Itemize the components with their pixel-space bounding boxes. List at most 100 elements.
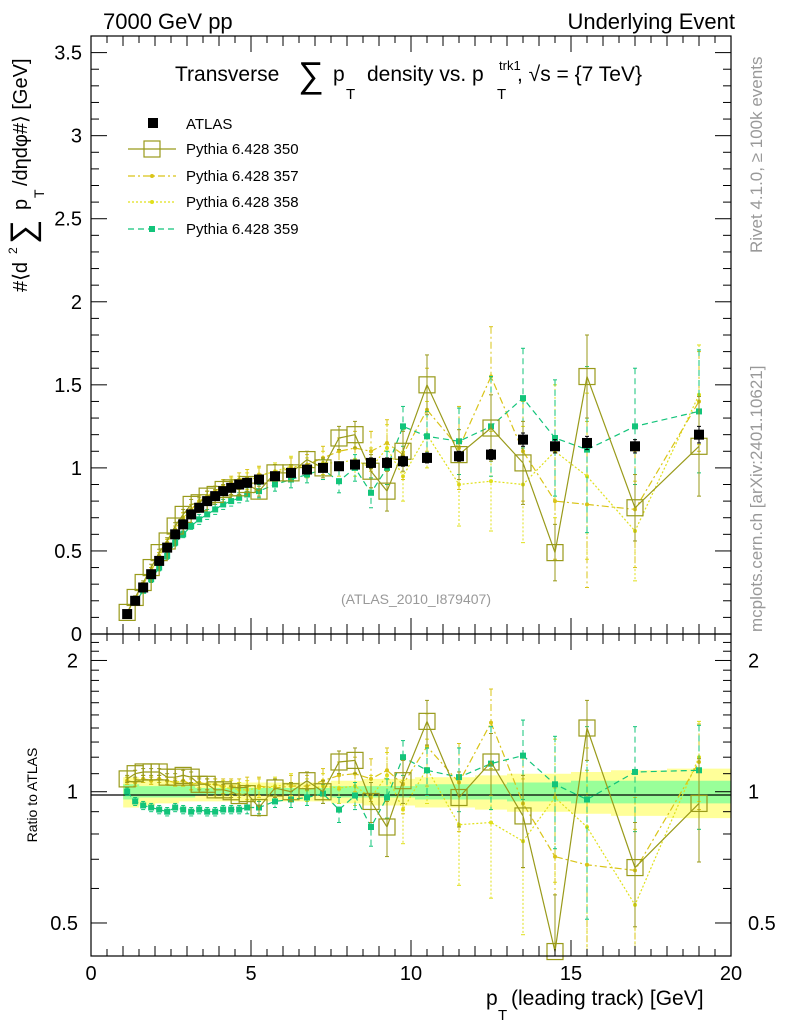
ratio-line-p359 xyxy=(126,754,700,829)
ratio-point-p359 xyxy=(124,788,131,795)
ratio-point-p359 xyxy=(220,806,227,813)
main-point-atlas xyxy=(286,467,296,478)
ratio-line-p357 xyxy=(127,721,700,872)
main-point-p358 xyxy=(385,445,389,450)
main-point-p350 xyxy=(378,482,396,500)
main-point-p350 xyxy=(418,376,436,394)
ylabel-post: /dηdφ#⟩ [GeV] xyxy=(10,58,32,186)
ratio-point-p359 xyxy=(212,808,219,815)
main-point-atlas xyxy=(186,509,197,520)
ratio-point-p359 xyxy=(400,754,406,761)
main-point-atlas xyxy=(226,482,237,493)
main-y-tick-label: 2 xyxy=(71,292,82,314)
title-post: , √s = {7 TeV} xyxy=(517,63,642,86)
ylabel-two: 2 xyxy=(6,247,20,254)
ratio-point-p350 xyxy=(450,788,468,807)
ratio-point-p359 xyxy=(188,808,195,815)
ratio-point-p350 xyxy=(346,751,364,769)
main-point-p359 xyxy=(236,494,243,501)
ratio-point-p350 xyxy=(482,753,500,771)
main-point-atlas xyxy=(138,582,149,593)
ratio-point-p359 xyxy=(520,752,526,759)
main-point-atlas xyxy=(550,441,560,452)
main-point-p358 xyxy=(585,474,589,479)
main-y-tick-label: 1 xyxy=(71,458,82,480)
ratio-point-p359 xyxy=(244,804,251,811)
main-point-atlas xyxy=(454,451,464,462)
ratio-point-p350 xyxy=(546,942,564,961)
main-point-p359 xyxy=(272,481,278,488)
main-point-atlas xyxy=(398,456,408,467)
ratio-point-p359 xyxy=(156,806,163,813)
ratio-series-p357 xyxy=(125,688,701,957)
ratio-y-tick-label-right: 0.5 xyxy=(748,913,776,935)
ratio-point-p359 xyxy=(368,824,374,831)
main-point-p359 xyxy=(228,498,235,505)
ratio-point-p350 xyxy=(626,858,644,877)
header-left: 7000 GeV pp xyxy=(103,9,233,34)
x-tick-label: 0 xyxy=(85,963,96,985)
main-point-atlas xyxy=(582,437,592,448)
main-point-atlas xyxy=(202,496,213,507)
main-point-p359 xyxy=(188,523,195,530)
ratio-point-p358 xyxy=(489,820,493,825)
title-pre: Transverse xyxy=(175,63,279,86)
main-point-atlas xyxy=(130,595,141,606)
legend-p359: Pythia 6.428 359 xyxy=(128,221,299,238)
ratio-point-p357 xyxy=(385,768,389,773)
ratio-point-p357 xyxy=(489,720,493,725)
legend-p358-label: Pythia 6.428 358 xyxy=(186,194,299,211)
ratio-y-tick-label-right: 1 xyxy=(748,782,759,804)
main-point-atlas xyxy=(170,529,181,540)
main-point-atlas xyxy=(630,441,640,452)
title-sum: ∑ xyxy=(298,54,324,95)
main-series-p359 xyxy=(124,347,702,618)
ratio-y-tick-label-right: 2 xyxy=(748,650,759,672)
x-tick-label: 10 xyxy=(400,963,422,985)
main-point-atlas xyxy=(350,459,360,470)
title-T: T xyxy=(346,86,355,103)
ratio-series-p359 xyxy=(124,719,702,920)
main-point-atlas xyxy=(366,457,376,468)
ylabel-pre: #⟨d xyxy=(10,262,32,292)
ratio-point-p359 xyxy=(304,794,310,801)
legend-p359-marker xyxy=(149,226,155,232)
ylabel-T: T xyxy=(31,189,47,198)
main-y-label: #⟨d 2 ∑ p T /dηdφ#⟩ [GeV] xyxy=(4,58,47,292)
main-point-p358 xyxy=(489,479,493,484)
ratio-point-p350 xyxy=(514,807,532,825)
main-point-atlas xyxy=(122,609,133,620)
ratio-point-p359 xyxy=(352,792,358,799)
main-y-tick-label: 2.5 xyxy=(54,209,82,231)
ratio-point-p350 xyxy=(394,772,412,790)
legend-p357-marker xyxy=(150,174,154,178)
ratio-point-p359 xyxy=(272,798,278,805)
main-y-tick-label: 3.5 xyxy=(54,43,82,65)
main-point-p350 xyxy=(482,419,500,437)
ratio-point-p357 xyxy=(337,773,341,778)
ratio-point-p357 xyxy=(257,784,261,789)
xlabel-T: T xyxy=(498,1007,507,1024)
ratio-point-p357 xyxy=(553,854,557,859)
main-point-p359 xyxy=(400,423,406,430)
main-point-atlas xyxy=(518,434,528,445)
ratio-y-label: Ratio to ATLAS xyxy=(24,748,40,843)
main-point-atlas xyxy=(242,477,253,488)
title-trk1: trk1 xyxy=(499,58,521,73)
ratio-point-p350 xyxy=(250,798,268,817)
legend-atlas-marker xyxy=(148,118,158,128)
main-series-p350 xyxy=(118,334,708,622)
main-point-atlas xyxy=(254,474,264,485)
main-point-p357 xyxy=(385,440,389,445)
ratio-y-axis: 0.5 0.5 1 1 2 2 xyxy=(50,641,776,935)
main-series-p357 xyxy=(125,326,701,615)
main-y-axis: 0 0.5 1 1.5 2 2.5 3 3.5 xyxy=(54,35,731,646)
main-point-atlas xyxy=(694,429,704,440)
x-tick-label: 15 xyxy=(560,963,582,985)
ratio-y-tick-label: 2 xyxy=(67,650,78,672)
legend-p350: Pythia 6.428 350 xyxy=(128,140,299,158)
main-point-p357 xyxy=(337,449,341,454)
xlabel-post: (leading track) [GeV] xyxy=(511,987,704,1010)
legend-p350-label: Pythia 6.428 350 xyxy=(186,141,299,158)
ratio-point-p350 xyxy=(238,785,256,803)
